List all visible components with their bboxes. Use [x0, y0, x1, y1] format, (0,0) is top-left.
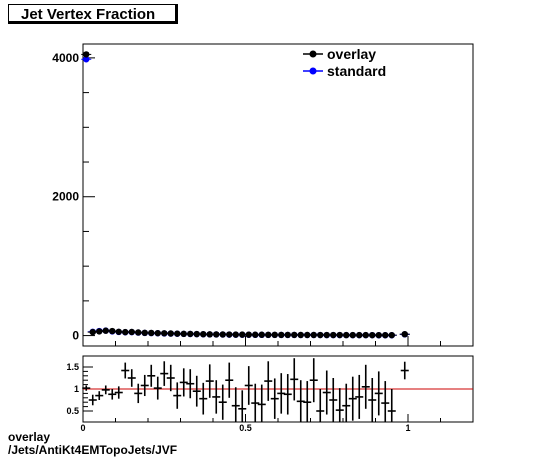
footer-line-1: overlay [8, 430, 51, 444]
main-point-overlay [154, 329, 161, 337]
main-plot-frame [82, 43, 474, 347]
main-point-overlay [141, 329, 148, 337]
main-point-overlay [388, 331, 395, 339]
ratio-y-tick-label: 1.5 [66, 362, 79, 372]
main-point-overlay [213, 331, 220, 338]
main-point-overlay [239, 331, 246, 338]
main-point-overlay [115, 328, 122, 335]
main-point-overlay [252, 331, 259, 338]
ratio-data-points [82, 358, 409, 422]
main-point-overlay [180, 330, 187, 338]
main-point-overlay [317, 331, 324, 339]
ratio-y-tick-label: 1 [74, 384, 79, 394]
main-point-overlay [330, 331, 337, 339]
main-data-points [81, 51, 410, 339]
main-point-overlay [187, 330, 194, 338]
main-point-overlay [206, 331, 213, 338]
main-point-overlay [258, 331, 265, 338]
main-point-overlay [200, 330, 207, 338]
ratio-x-tick-label: 0.5 [239, 423, 252, 432]
main-point-overlay [89, 328, 96, 336]
main-point-overlay [362, 331, 369, 339]
main-point-overlay [167, 330, 174, 337]
main-point-overlay [245, 331, 252, 338]
main-point-overlay [148, 329, 155, 337]
main-point-overlay [284, 331, 291, 339]
main-point-overlay [375, 331, 382, 339]
ratio-y-tick-label: 0.5 [66, 406, 79, 416]
main-point-overlay [369, 331, 376, 339]
main-point-overlay [226, 331, 233, 338]
page-title: Jet Vertex Fraction [21, 6, 156, 23]
main-point-overlay [336, 331, 343, 339]
main-point-overlay [174, 330, 181, 337]
legend-label-overlay: overlay [327, 46, 376, 62]
main-axis-ticks [82, 57, 474, 346]
main-point-overlay [102, 327, 109, 334]
main-point-overlay [219, 331, 226, 338]
y-tick-label: 2000 [52, 190, 79, 204]
footer-line-2: /Jets/AntiKt4EMTopoJets/JVF [8, 443, 178, 457]
y-tick-label: 4000 [52, 51, 79, 65]
legend-marker-overlay [309, 50, 317, 58]
main-point-overlay [109, 327, 116, 335]
main-point-overlay [297, 331, 304, 339]
main-point-standard [83, 56, 90, 63]
ratio-x-tick-label: 0 [80, 423, 85, 432]
ratio-x-tick-label: 1 [405, 423, 410, 432]
main-point-overlay [193, 330, 200, 338]
main-point-overlay [265, 331, 272, 339]
title-box: Jet Vertex Fraction [8, 4, 178, 24]
main-point-overlay [161, 330, 168, 337]
main-point-overlay [343, 331, 350, 339]
legend-label-standard: standard [327, 63, 386, 79]
legend-marker-standard [309, 67, 317, 75]
ratio-axis-ticks [82, 366, 474, 422]
main-point-overlay [83, 51, 90, 58]
main-point-overlay [349, 331, 356, 339]
main-point-overlay [232, 331, 239, 338]
main-point-overlay [304, 331, 311, 339]
main-point-overlay [122, 328, 129, 336]
main-point-overlay [128, 328, 135, 336]
main-point-overlay [291, 331, 298, 339]
main-point-overlay [310, 331, 317, 339]
y-tick-label: 0 [72, 329, 79, 343]
ratio-plot: 0.511.50 0.5 1 [66, 355, 474, 432]
main-point-overlay [323, 331, 330, 339]
ratio-tick-labels: 0.511.50 0.5 1 [66, 362, 410, 432]
main-point-overlay [96, 328, 103, 335]
main-tick-labels: 0 2000 4000 [52, 51, 79, 343]
main-point-overlay [382, 331, 389, 339]
main-point-overlay [135, 329, 142, 336]
main-point-overlay [271, 331, 278, 339]
main-point-overlay [401, 330, 408, 338]
main-point-overlay [278, 331, 285, 339]
footer: overlay /Jets/AntiKt4EMTopoJets/JVF [8, 431, 177, 457]
main-point-overlay [356, 331, 363, 339]
